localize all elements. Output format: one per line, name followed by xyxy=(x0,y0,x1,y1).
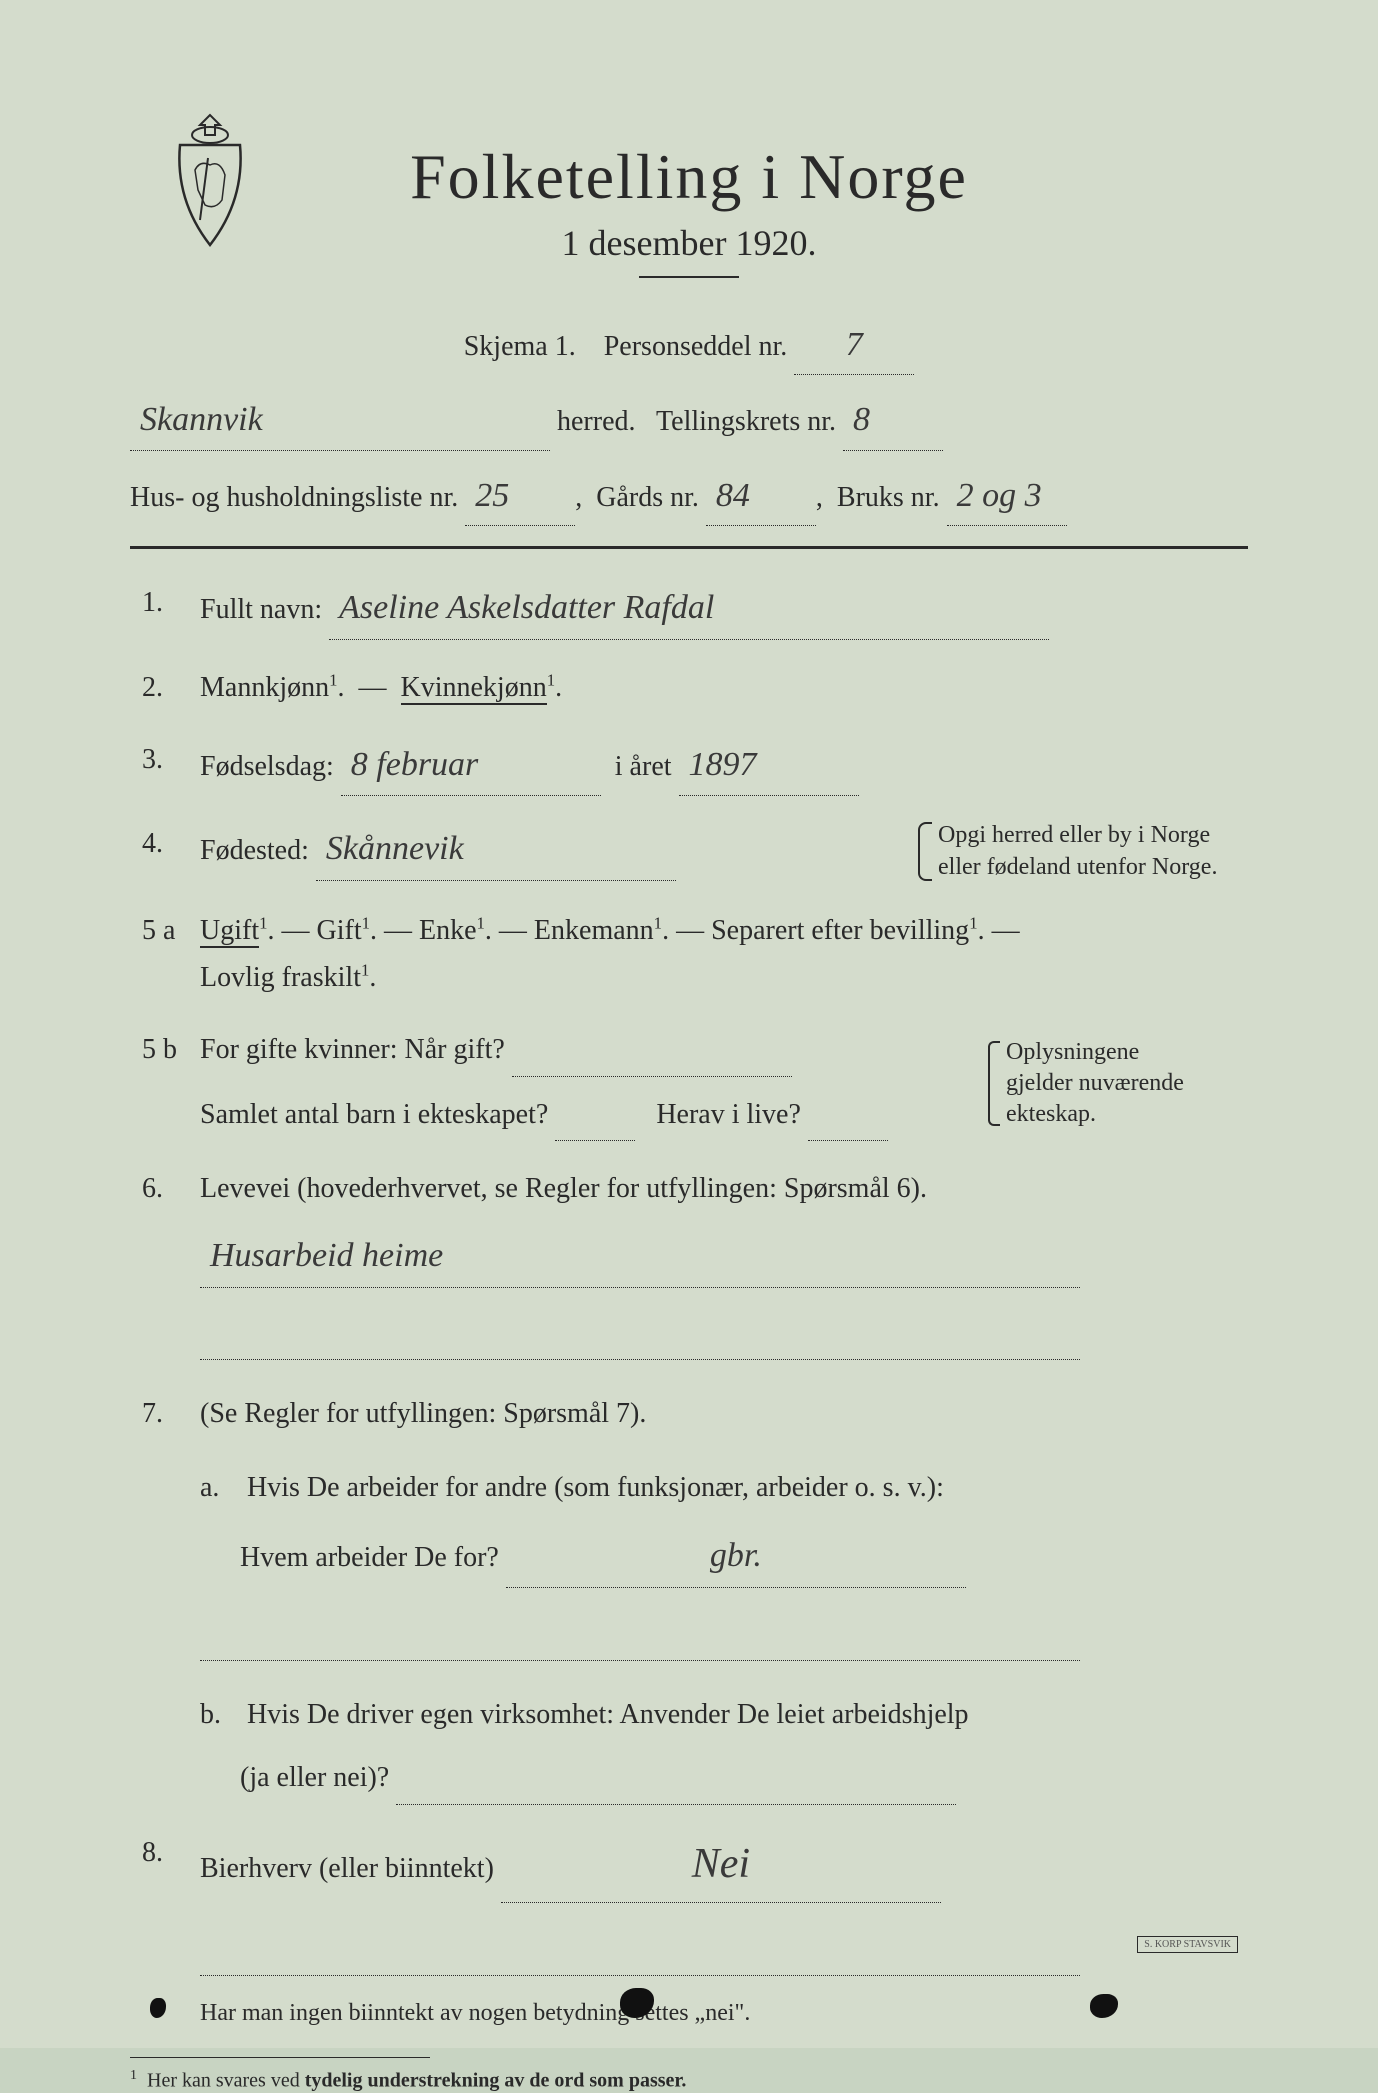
skjema-line: Skjema 1. Personseddel nr. 7 xyxy=(130,318,1248,375)
q4-label: Fødested: xyxy=(200,835,309,866)
q3-label: Fødselsdag: xyxy=(200,751,334,782)
q5a-fraskilt: Lovlig fraskilt xyxy=(200,962,361,993)
q7b-text1: Hvis De driver egen virksomhet: Anvender… xyxy=(247,1699,969,1730)
q5a-gift: Gift xyxy=(317,915,362,946)
q3-row: 3. Fødselsdag: 8 februar i året 1897 xyxy=(130,736,1248,797)
form-date: 1 desember 1920. xyxy=(130,222,1248,264)
q5a-separert: Separert efter bevilling xyxy=(711,915,969,946)
q7a-label: a. xyxy=(200,1464,240,1512)
q6-num: 6. xyxy=(130,1165,200,1360)
q5a-row: 5 a Ugift1. — Gift1. — Enke1. — Enkemann… xyxy=(130,907,1248,1002)
q8-value: Nei xyxy=(686,1829,756,1900)
footnote-divider xyxy=(130,2057,430,2058)
q2-num: 2. xyxy=(130,664,200,712)
q1-value: Aseline Askelsdatter Rafdal xyxy=(333,579,720,637)
q6-row: 6. Levevei (hovederhvervet, se Regler fo… xyxy=(130,1165,1248,1360)
footnote-sup: 1 xyxy=(130,2068,137,2083)
q3-year-value: 1897 xyxy=(683,736,763,794)
skjema-label: Skjema 1. xyxy=(464,331,576,362)
q3-year-label: i året xyxy=(615,751,672,782)
q4-num: 4. xyxy=(130,820,200,868)
herred-line: Skannvik herred. Tellingskrets nr. 8 xyxy=(130,393,1248,450)
section-divider xyxy=(130,546,1248,549)
q8-row: 8. Bierhverv (eller biinntekt) Nei xyxy=(130,1829,1248,1976)
form-title: Folketelling i Norge xyxy=(130,140,1248,214)
q4-value: Skånnevik xyxy=(320,820,470,878)
q5b-note3: ekteskap. xyxy=(1006,1099,1248,1130)
q5a-enkemann: Enkemann xyxy=(534,915,654,946)
q5b-row: 5 b For gifte kvinner: Når gift? Samlet … xyxy=(130,1026,1248,1141)
q1-row: 1. Fullt navn: Aseline Askelsdatter Rafd… xyxy=(130,579,1248,640)
q5b-num: 5 b xyxy=(130,1026,200,1141)
q4-note-line2: eller fødeland utenfor Norge. xyxy=(938,852,1248,883)
q1-label: Fullt navn: xyxy=(200,594,322,625)
bruks-value: 2 og 3 xyxy=(951,469,1048,523)
q2-kvinne: Kvinnekjønn xyxy=(401,672,547,705)
q2-mann: Mannkjønn xyxy=(200,672,329,703)
q5a-enke: Enke xyxy=(419,915,477,946)
q4-note: Opgi herred eller by i Norge eller fødel… xyxy=(918,820,1248,882)
tellingskrets-value: 8 xyxy=(847,393,876,447)
q5b-note1: Oplysningene xyxy=(1006,1037,1248,1068)
personseddel-label: Personseddel nr. xyxy=(604,331,788,362)
q8-num: 8. xyxy=(130,1829,200,1976)
q5a-ugift: Ugift xyxy=(200,915,259,948)
q7-num: 7. xyxy=(130,1390,200,1805)
q6-value: Husarbeid heime xyxy=(204,1227,449,1285)
q4-note-line1: Opgi herred eller by i Norge xyxy=(938,820,1248,851)
q5b-line2a: Samlet antal barn i ekteskapet? xyxy=(200,1099,548,1130)
tellingskrets-label: Tellingskrets nr. xyxy=(656,406,836,437)
q5b-note: Oplysningene gjelder nuværende ekteskap. xyxy=(988,1037,1248,1131)
q6-label: Levevei (hovederhvervet, se Regler for u… xyxy=(200,1173,927,1204)
q7-row: 7. (Se Regler for utfyllingen: Spørsmål … xyxy=(130,1390,1248,1805)
husliste-label: Hus- og husholdningsliste nr. xyxy=(130,482,458,513)
q5b-line1: For gifte kvinner: Når gift? xyxy=(200,1034,505,1065)
q7a-text1: Hvis De arbeider for andre (som funksjon… xyxy=(247,1472,944,1503)
gards-label: Gårds nr. xyxy=(596,482,699,513)
ink-blot-icon xyxy=(150,1998,166,2018)
q7a-value: gbr. xyxy=(704,1527,768,1585)
q7b-label: b. xyxy=(200,1691,240,1739)
form-header: Folketelling i Norge 1 desember 1920. xyxy=(130,140,1248,278)
q3-day-value: 8 februar xyxy=(345,736,485,794)
census-form-page: Folketelling i Norge 1 desember 1920. Sk… xyxy=(0,0,1378,2048)
q5b-note2: gjelder nuværende xyxy=(1006,1070,1184,1096)
q3-num: 3. xyxy=(130,736,200,797)
q4-row: 4. Fødested: Skånnevik Opgi herred eller… xyxy=(130,820,1248,882)
footnote: 1 Her kan svares ved tydelig understrekn… xyxy=(130,2068,1248,2093)
q1-num: 1. xyxy=(130,579,200,640)
husliste-line: Hus- og husholdningsliste nr. 25, Gårds … xyxy=(130,469,1248,526)
husliste-value: 25 xyxy=(469,469,515,523)
q5b-line2b: Herav i live? xyxy=(656,1099,801,1130)
coat-of-arms-icon xyxy=(150,110,270,260)
q2-row: 2. Mannkjønn1. — Kvinnekjønn1. xyxy=(130,664,1248,712)
q8-label: Bierhverv (eller biinntekt) xyxy=(200,1853,494,1884)
header-divider xyxy=(639,276,739,278)
herred-label: herred. xyxy=(557,406,636,437)
q7a-text2: Hvem arbeider De for? xyxy=(240,1542,499,1573)
q7b-text2: (ja eller nei)? xyxy=(240,1762,389,1793)
gards-value: 84 xyxy=(710,469,756,523)
bruks-label: Bruks nr. xyxy=(837,482,940,513)
herred-value: Skannvik xyxy=(134,393,269,447)
personseddel-value: 7 xyxy=(840,318,869,372)
footnote-text: Her kan svares ved tydelig understreknin… xyxy=(147,2070,686,2092)
q5a-num: 5 a xyxy=(130,907,200,1002)
printer-stamp: S. KORP STAVSVIK xyxy=(1137,1936,1238,1953)
q7-label: (Se Regler for utfyllingen: Spørsmål 7). xyxy=(200,1398,646,1429)
